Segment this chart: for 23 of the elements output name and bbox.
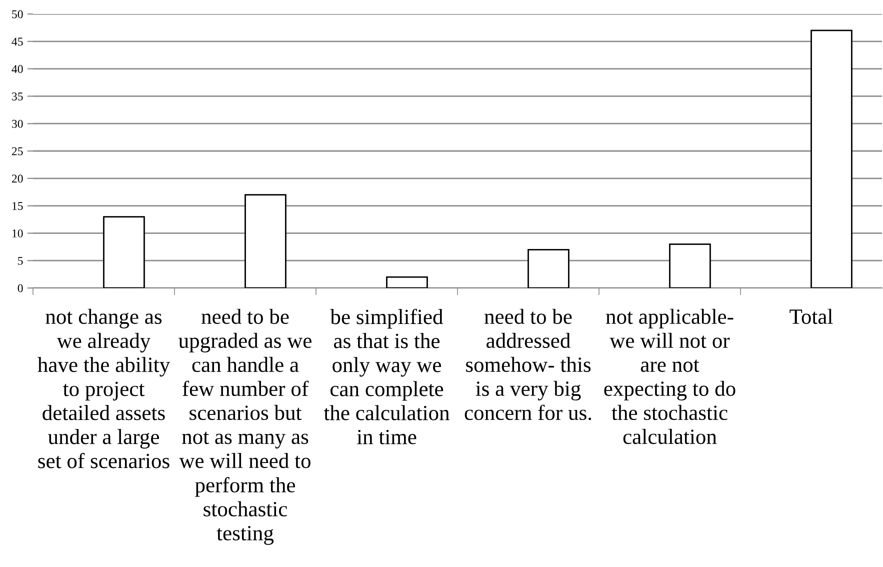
y-tick-label: 15 <box>12 202 23 210</box>
y-tick-label: 20 <box>12 174 23 183</box>
y-tick-label: 50 <box>12 10 23 18</box>
bar <box>669 243 711 288</box>
x-tick-label: Total <box>790 308 833 324</box>
x-tick-label: not applicable- we will not or are not expecting to do the stochastic calculation <box>604 308 736 444</box>
bar <box>103 216 145 288</box>
bar <box>528 248 570 288</box>
bar <box>386 276 428 288</box>
y-tick-label: 0 <box>18 284 23 292</box>
bar <box>244 194 286 288</box>
y-tick-label: 5 <box>18 256 23 265</box>
y-tick-label: 45 <box>12 38 23 46</box>
y-tick-label: 25 <box>12 147 23 156</box>
x-tick-label: need to be addressed somehow- this is a very big concern for us. <box>464 308 592 420</box>
y-tick-label: 40 <box>12 65 23 74</box>
category-label: need to be upgraded as we can handle a few number of scenarios but not as many as we will need to perform the stochastic testing <box>178 308 312 545</box>
y-tick-label: 35 <box>12 92 23 100</box>
x-tick-label: not change as we already have the ability to project detailed assets under a large set of scenarios <box>38 308 170 468</box>
x-tick-label: be simplified as that is the only way we can complete the calculation in time <box>324 308 450 444</box>
y-tick-label: 30 <box>12 120 23 128</box>
bar <box>810 30 852 288</box>
y-tick-label: 10 <box>12 229 23 238</box>
